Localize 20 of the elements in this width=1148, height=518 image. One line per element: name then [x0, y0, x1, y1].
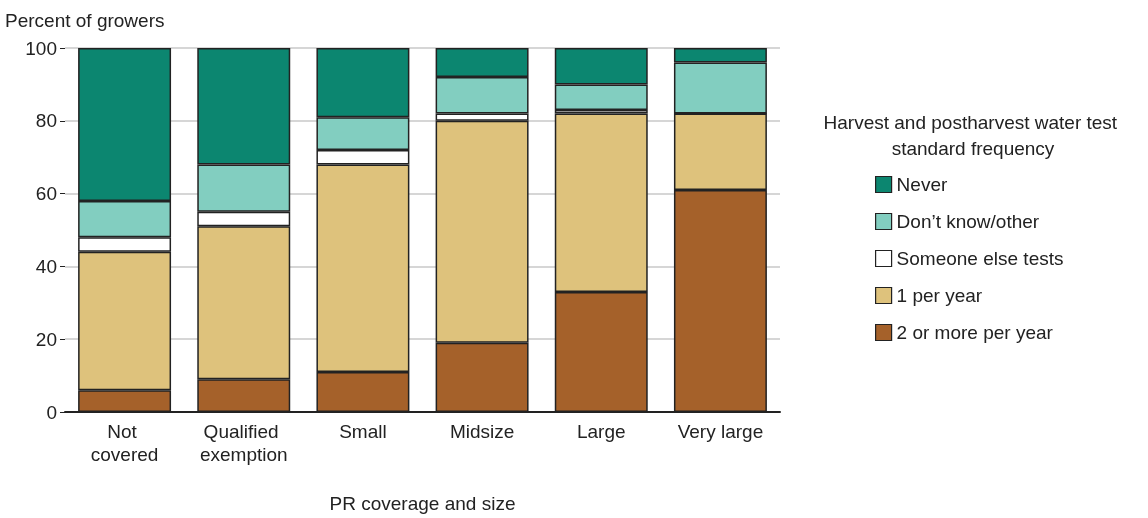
x-tick-label: Not covered — [90, 421, 159, 465]
y-tick-label: 40 — [35, 255, 57, 277]
legend-label: 1 per year — [896, 285, 983, 306]
x-tick-label: Very large — [677, 421, 764, 442]
y-axis-title: Percent of growers — [5, 10, 165, 31]
y-tick-label: 0 — [46, 401, 57, 423]
x-tick-label: Small — [339, 421, 387, 442]
legend-label: Never — [896, 174, 948, 195]
legend-label: Don’t know/other — [896, 211, 1040, 232]
y-tick-label: 100 — [25, 37, 57, 59]
x-tick-label: Qualified exemption — [199, 421, 288, 465]
y-tick-label: 60 — [35, 183, 57, 205]
legend-label: Someone else tests — [896, 248, 1064, 269]
x-axis-title: PR coverage and size — [329, 493, 516, 514]
y-tick-label: 20 — [35, 328, 57, 350]
x-tick-label: Large — [576, 421, 626, 442]
y-tick-label: 80 — [35, 110, 57, 132]
legend-label: 2 or more per year — [896, 322, 1054, 343]
legend-title: Harvest and postharvest water test standard frequency — [823, 111, 1123, 159]
x-tick-label: Midsize — [449, 421, 515, 442]
